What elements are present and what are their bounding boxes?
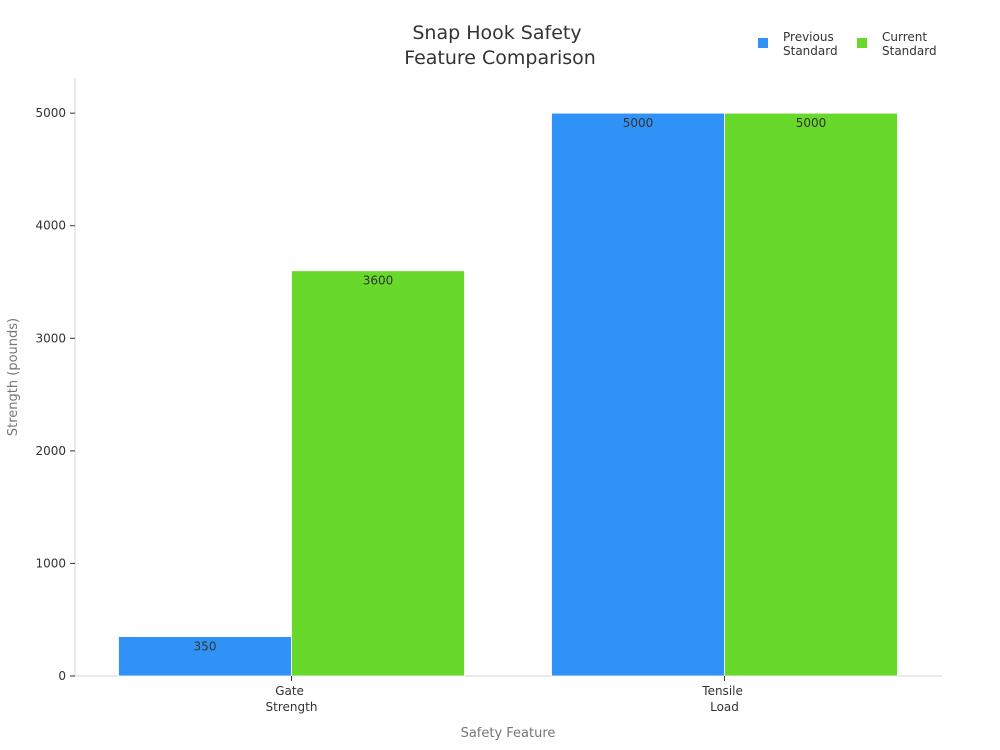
legend-swatch-previous-standard xyxy=(758,38,768,48)
chart-title-line-2: Feature Comparison xyxy=(404,47,596,69)
legend-swatch-current-standard xyxy=(857,38,867,48)
x-tick-label-tensile-load: Tensile Load xyxy=(701,684,746,714)
bar-value-label: 3600 xyxy=(363,274,394,288)
bar-value-label: 350 xyxy=(194,640,217,654)
bars xyxy=(118,112,898,677)
y-axis-label: Strength (pounds) xyxy=(6,318,21,436)
y-tick-label: 4000 xyxy=(35,219,66,233)
x-axis-ticks: Gate Strength Tensile Load xyxy=(266,676,746,714)
legend: Previous Standard Current Standard xyxy=(758,30,937,58)
y-tick-label: 1000 xyxy=(35,556,66,570)
bar-value-label: 5000 xyxy=(623,116,654,130)
chart-title: Snap Hook Safety Feature Comparison xyxy=(404,22,596,69)
y-tick-label: 0 xyxy=(58,669,66,683)
data-labels: 350 5000 3600 5000 xyxy=(194,116,827,653)
y-tick-label: 5000 xyxy=(35,106,66,120)
legend-label-current-standard: Current Standard xyxy=(882,30,937,58)
chart-title-line-1: Snap Hook Safety xyxy=(412,22,581,44)
bar xyxy=(118,636,292,677)
y-tick-label: 3000 xyxy=(35,331,66,345)
bar xyxy=(551,112,725,677)
legend-label-previous-standard: Previous Standard xyxy=(783,30,838,58)
bar-value-label: 5000 xyxy=(796,116,827,130)
y-axis-ticks: 0 1000 2000 3000 4000 5000 xyxy=(35,106,75,683)
bar xyxy=(291,270,465,677)
x-tick-label-gate-strength: Gate Strength xyxy=(266,684,318,714)
x-axis-label: Safety Feature xyxy=(461,726,556,741)
y-tick-label: 2000 xyxy=(35,444,66,458)
bar xyxy=(724,112,898,677)
